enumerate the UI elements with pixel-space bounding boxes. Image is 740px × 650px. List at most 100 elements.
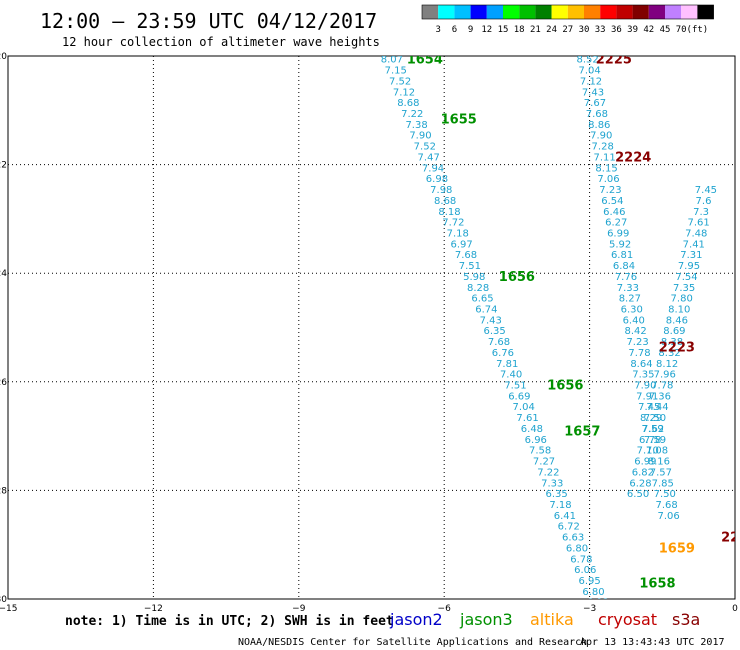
colorbar-swatch [486,5,503,19]
swh-colorbar: 3 6 9 12 15 18 21 24 27 30 33 36 39 42 45 70 (ft) [421,4,714,35]
colorbar-swatch [503,5,520,19]
swh-value-label: 7.80 [671,294,693,305]
swh-value-label: 7.90 [634,381,656,392]
swh-value-label: 7.45 [695,185,717,196]
colorbar-label: 42 [643,25,654,35]
swh-value-label: 7.68 [455,250,477,261]
colorbar-swatch [616,5,633,19]
pass-time-label: 1658 [639,577,675,592]
swh-value-label: 7.33 [541,478,563,489]
swh-value-label: 8.68 [397,98,419,109]
swh-value-label: 6.80 [566,543,588,554]
colorbar-swatch [438,5,455,19]
swh-value-label: 8.16 [648,457,670,468]
swh-value-label: 8.18 [438,207,460,218]
swh-value-label: 8.38 [661,337,683,348]
swh-value-label: 7.45 [638,402,660,413]
colorbar-swatch [697,5,714,19]
swh-value-label: 8.07 [381,55,403,66]
swh-value-label: 7.59 [641,424,663,435]
swh-value-label: 7.15 [385,66,407,77]
swh-value-label: 7.50 [654,489,676,500]
swh-value-label: 7.6 [696,196,712,207]
swh-value-label: 8.32 [658,348,680,359]
colorbar-swatch [648,5,665,19]
swh-value-label: 6.92 [587,598,609,609]
axis-ticks: −15−12−9−6−30−20−22−24−26−28−30 [0,52,738,614]
swh-value-label: 7.78 [628,348,650,359]
colorbar-label: 30 [579,25,590,35]
swh-value-label: 7.22 [537,467,559,478]
note-text: note: 1) Time is in UTC; 2) SWH is in fe… [65,614,394,629]
swh-value-label: 6.48 [521,424,543,435]
colorbar-label: 6 [452,25,457,35]
swh-value-label: 7.36 [649,391,671,402]
swh-value-label: 6.63 [562,533,584,544]
swh-value-label: 7.48 [685,228,707,239]
y-tick-label: −30 [0,595,7,605]
swh-value-label: 5.98 [463,272,485,283]
swh-value-label: 7.35 [673,283,695,294]
swh-value-label: 8.46 [666,315,688,326]
swh-value-label: 7.68 [656,500,678,511]
swh-value-label: 7.51 [459,261,481,272]
time-labels: 1654 1655 1656 1656 1657 1658 2225 2224 2223 22 16… [407,53,739,592]
pass-time-label: 1655 [441,112,477,127]
legend-entry-s3a: s3a [672,610,700,629]
pass-time-label: 1654 [407,53,443,68]
swh-value-label: 7.50 [644,413,666,424]
y-tick-label: −26 [0,378,7,388]
y-tick-label: −20 [0,52,7,62]
swh-value-label: 6.46 [603,207,625,218]
swh-value-label: 6.54 [601,196,623,207]
swh-value-label: 8.10 [668,304,690,315]
pass-time-label: 22 [721,531,739,546]
colorbar-swatch [600,5,617,19]
pass-time-label: 2225 [596,53,632,68]
colorbar-swatch [665,5,682,19]
legend-entry-cryosat: cryosat [598,610,657,629]
pass-time-label: 2223 [659,341,695,356]
swh-value-label: 7.94 [422,163,444,174]
colorbar-swatch [519,5,536,19]
colorbar-label: 45 [660,25,671,35]
swh-value-label: 7.41 [683,239,705,250]
swh-value-label: 7.27 [533,457,555,468]
swh-value-label: 7.3 [693,207,709,218]
swh-value-label: 8.29 [640,413,662,424]
colorbar-swatch [681,5,698,19]
swh-value-label: 7.57 [650,467,672,478]
swh-value-label: 6.98 [426,174,448,185]
swh-value-label: 8.86 [588,120,610,131]
colorbar-swatch [535,5,552,19]
swh-value-label: 7.12 [393,87,415,98]
swh-value-label: 7.18 [447,228,469,239]
swh-value-label: 7.11 [593,152,615,163]
swh-value-label: 5.92 [609,239,631,250]
colorbar-label: 9 [468,25,473,35]
x-tick-label: −9 [292,604,306,614]
colorbar-label: (ft) [687,25,709,35]
swh-value-label: 7.12 [580,76,602,87]
colorbar-label: 70 [676,25,687,35]
swh-value-label: 6.99 [634,457,656,468]
swh-value-label: 7.43 [480,315,502,326]
colorbar-swatch [584,5,601,19]
swh-value-label: 7.54 [675,272,697,283]
swh-value-label: 8.42 [625,326,647,337]
swh-value-label: 7.76 [615,272,637,283]
legend-entry-jason2: jason2 [389,610,443,629]
colorbar-swatch [470,5,487,19]
swh-value-label: 6.97 [451,239,473,250]
swh-value-label: 7.90 [409,131,431,142]
legend-entry-jason3: jason3 [459,610,513,629]
swh-value-label: 7.68 [488,337,510,348]
x-tick-label: −6 [438,604,452,614]
colorbar-swatch [551,5,568,19]
swh-value-label: 8.52 [577,55,599,66]
swh-value-label: 6.84 [613,261,635,272]
swh-value-label: 8.64 [630,359,652,370]
swh-value-label: 6.78 [570,554,592,565]
colorbar-swatch [632,5,649,19]
